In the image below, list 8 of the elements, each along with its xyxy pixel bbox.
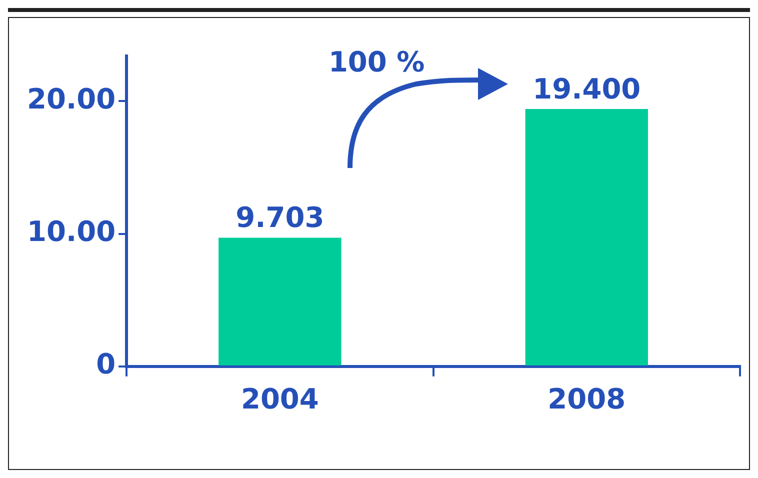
y-tick-label: 20.00 [26, 82, 116, 116]
x-tick-label: 2008 [548, 382, 626, 416]
data-label: 9.703 [236, 200, 324, 234]
x-tick-label: 2004 [240, 382, 319, 416]
annotation: 100 % [328, 45, 425, 78]
y-tick-label: 0 [96, 348, 116, 381]
data-label: 19.400 [532, 72, 641, 106]
y-tick-label: 10.00 [26, 215, 116, 248]
